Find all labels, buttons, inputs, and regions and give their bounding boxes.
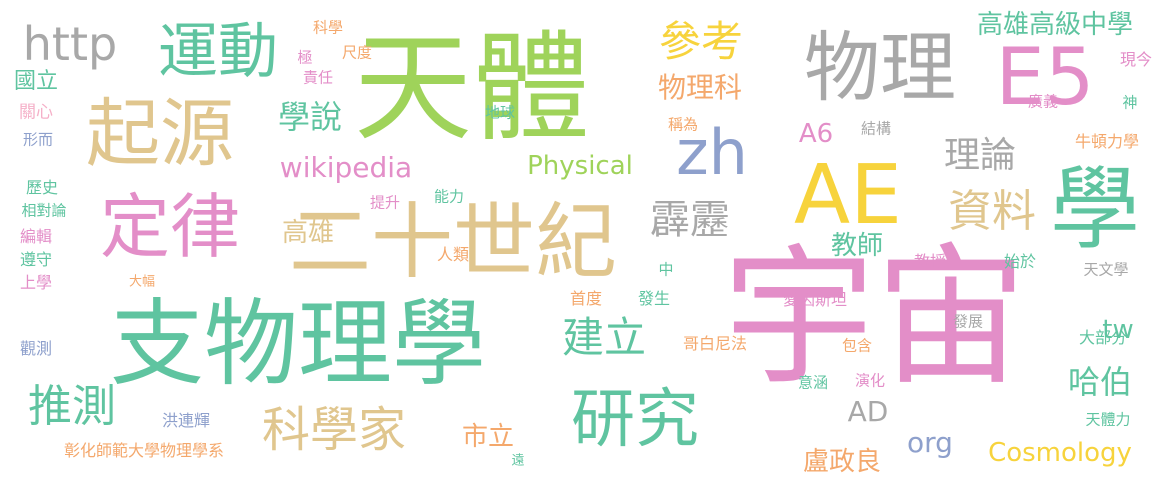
word-shoudu: 首度 [569,289,603,308]
word-yihan: 意涵 [797,373,829,392]
word-ae: AE [794,148,902,243]
word-zunshou: 遵守 [19,250,53,269]
word-changhua-shifan: 彰化師範大學物理學系 [63,441,225,460]
word-tuice: 推測 [28,381,116,432]
word-dafu: 大幅 [128,274,156,290]
word-chidu: 尺度 [341,43,373,62]
word-jiaoshou: 教授 [913,252,947,271]
word-hongliánhui: 洪連輝 [161,411,211,430]
word-zh: zh [676,116,748,189]
word-shangxue: 上學 [19,273,53,292]
word-jiaoshi: 教師 [830,231,884,261]
word-chengwei: 稱為 [667,115,699,134]
word-zeren: 責任 [302,68,334,87]
word-jianli: 建立 [561,313,647,362]
word-physical: Physical [527,151,633,181]
word-xinger: 形而 [22,130,54,149]
word-bianji: 編輯 [19,227,53,246]
word-lilun: 理論 [943,135,1017,176]
word-cankao: 參考 [658,17,744,66]
word-tianti: 天體 [353,19,591,157]
word-guanxin: 關心 [19,102,53,123]
word-yundong: 運動 [158,17,278,87]
word-org: org [907,426,953,459]
word-gaoxiong: 高雄 [281,218,335,248]
word-fazhan: 發展 [952,312,984,331]
word-zhong: 中 [658,260,674,279]
word-fasheng: 發生 [637,289,671,308]
word-a6: A6 [798,119,834,149]
word-jiegou: 結構 [860,119,892,138]
word-ershi-shiji: 二十世紀 [288,195,618,290]
word-shiyu: 始於 [1003,252,1037,271]
word-tisheng: 提升 [369,193,401,212]
word-tw: tw [1102,315,1134,345]
word-yuzhou: 宇宙 [723,229,1027,406]
word-luzhengliang: 盧政良 [802,447,882,477]
word-dinglv: 定律 [100,186,240,268]
word-tianwenxue: 天文學 [1083,260,1129,279]
word-lishi: 歷史 [25,178,59,197]
word-xiangduilun: 相對論 [21,201,67,220]
word-shen: 神 [1122,93,1138,112]
word-ji: 極 [297,48,313,67]
word-zhi-wulixue: 支物理學 [109,290,487,399]
word-http: http [22,17,118,71]
word-renlei: 人類 [436,245,470,264]
word-xianjin: 現今 [1119,50,1153,69]
word-xue: 學 [1050,157,1140,262]
word-baohan: 包含 [841,336,873,355]
word-yanjiu: 研究 [571,383,699,457]
word-tianti-li: 天體力 [1085,410,1131,429]
word-guance: 觀測 [19,339,53,358]
word-kexuejia: 科學家 [261,402,407,458]
word-diqiu: 地球 [484,103,516,122]
word-xueshuo: 學說 [277,98,343,136]
word-kexue: 科學 [312,18,344,37]
word-guoli: 國立 [13,69,59,94]
word-nengli: 能力 [433,187,465,206]
word-shili: 市立 [461,422,515,452]
word-guangyi: 廣義 [1027,92,1059,111]
word-qiyuan: 起源 [86,91,234,177]
word-ad: AD [847,395,889,428]
word-pili: 霹靂 [650,197,730,243]
word-cosmology: Cosmology [988,438,1132,468]
word-gebaini: 哥白尼法 [682,334,748,353]
word-wikipedia: wikipedia [279,151,413,184]
word-wuli: 物理 [804,23,956,112]
word-gaoxiong-gaoji: 高雄高級中學 [976,10,1134,40]
word-aiyinsitan: 愛因斯坦 [782,290,848,309]
word-niudun-lixue: 牛頓力學 [1074,132,1140,151]
word-e5: E5 [995,33,1095,123]
word-yuan: 遠 [511,453,525,469]
word-yanhua: 演化 [854,371,886,390]
word-ziliao: 資料 [948,186,1036,237]
word-habo: 哈伯 [1067,363,1133,401]
word-dabufen: 大部分 [1078,328,1128,347]
word-wulike: 物理科 [657,71,743,104]
